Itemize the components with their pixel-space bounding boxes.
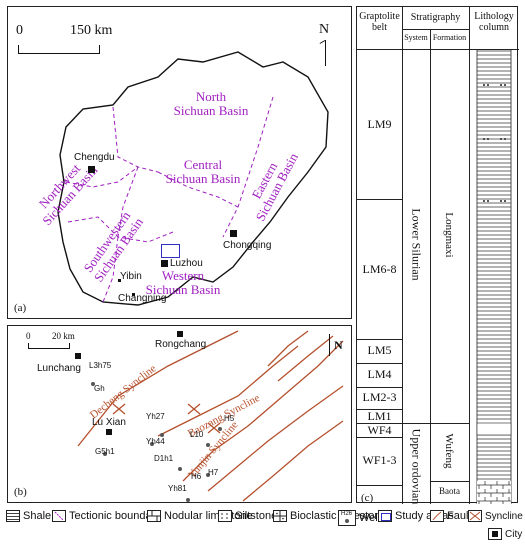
formation-baota: Baota [439,486,460,496]
city-yibin-marker [118,279,121,282]
belt-wf1-3: WF1-3 [362,453,397,467]
well-h5: H5 [218,414,234,436]
well-yh44: Yh44 [146,437,165,446]
city-lunchang: Lunchang [37,363,81,374]
sichuan-basin-outline [57,51,329,306]
legend-shale: Shale [6,510,51,522]
north-arrow-b: N [326,331,348,361]
city-rongchang: Rongchang [155,339,207,350]
legend-fault: Fault [430,510,471,522]
study-area-box [161,244,180,258]
formation-longmaxi: Longmaxi [443,212,455,258]
belt-lm1: LM1 [367,409,392,423]
tectonic-boundary-icon [52,510,66,522]
siltstone-icon [218,510,232,522]
legend-syncline: Syncline [468,510,523,522]
belt-lm5: LM5 [367,343,392,357]
belt-lm2-3: LM2-3 [362,390,397,404]
panel-label-b: (b) [14,486,27,498]
city-chengdu-marker [88,166,95,173]
well-icon: H26 [338,510,356,526]
system-lower-silurian: Lower Silurian [409,208,424,281]
well-l3h75: L3h75 [89,361,111,391]
scale-zero-b: 0 [26,331,31,341]
legend-siltstone: Siltstone [218,510,277,522]
study-area-icon [378,510,392,522]
city-luxian: Lu Xian [92,417,126,428]
city-chongqing: Chongqing [223,240,272,251]
header-stratigraphy: Stratigraphy [410,12,461,23]
legend-well: H26 Well [338,510,380,526]
panel-b-map: 0 20 km N Rongchang Lunchang Lu Xian Dec… [7,325,352,503]
well-l10: L10 [190,430,210,452]
well-g5h1: G5h1 [95,447,115,456]
fault-icon [430,510,444,522]
bioclastic-limestone-icon [273,510,287,522]
lithology-column [476,49,512,504]
belt-wf4: WF4 [367,423,392,437]
header-lithology: Lithology column [474,11,514,33]
city-changning: Changning [118,293,167,304]
label-western-basin: Western Sichuan Basin [145,268,221,297]
well-d1h1: D1h1 [154,454,182,476]
panel-a-map: 0 150 km N North Sichuan Basin Northwest… [7,6,352,319]
panel-label-c: (c) [361,492,374,504]
system-upper-ordovician: Upper ordovian [409,428,424,505]
scale-zero-a: 0 [16,23,23,38]
formation-wufeng: Wufeng [443,433,455,469]
nodular-limestone-icon [147,510,161,522]
city-luxian-marker [106,429,112,435]
belt-lm6-8: LM6-8 [362,262,397,276]
header-formation: Formation [432,33,467,42]
well-yh27: Yh27 [146,412,165,442]
north-arrow-a: N [315,22,335,67]
header-system: System [404,33,428,42]
scale-bar-a [18,45,100,54]
scale-label-b: 20 km [52,331,75,341]
syncline-icon [468,510,482,522]
city-lunchang-marker [75,353,81,359]
panel-label-a: (a) [14,302,27,314]
shale-icon [6,510,20,522]
well-yh81: Yh81 [168,484,190,507]
city-changning-marker [132,293,135,296]
belt-lm9: LM9 [367,117,392,131]
label-north-basin: North Sichuan Basin [173,89,249,118]
well-h7: H7 [206,468,219,477]
label-central-basin: Central Sichuan Basin [165,157,241,186]
belt-lm4: LM4 [367,367,392,381]
city-rongchang-marker [177,331,183,337]
fault-lines [77,330,344,502]
city-luzhou: Luzhou [170,258,203,269]
legend-city: City [488,528,522,540]
panel-c-stratigraphy: Graptolite belt Stratigraphy System Form… [356,6,519,504]
scale-label-a: 150 km [70,23,113,38]
city-yibin: Yibin [120,271,142,282]
city-icon [488,528,502,540]
city-chengdu: Chengdu [74,152,115,163]
legend-tectonic-boundary: Tectionic boundary [52,510,161,522]
header-graptolite-belt: Graptolite belt [359,11,400,33]
city-chongqing-marker [230,230,237,237]
city-luzhou-marker [161,260,168,267]
scale-bar-b [28,343,70,349]
